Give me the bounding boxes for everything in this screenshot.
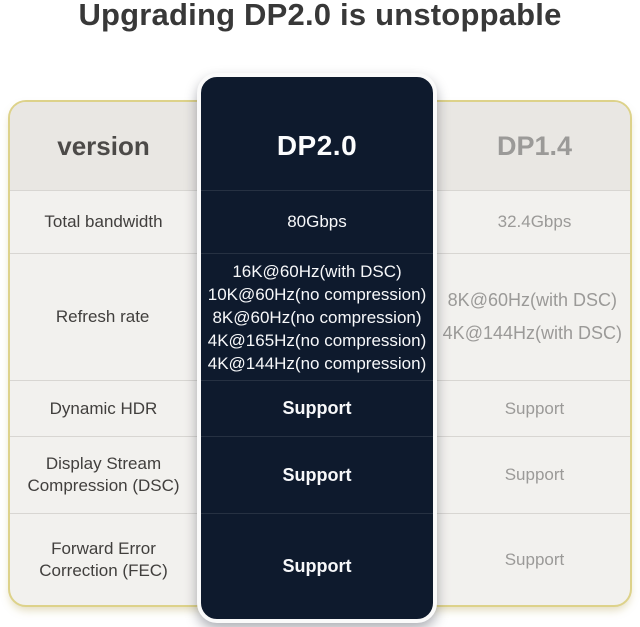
- page-title: Upgrading DP2.0 is unstoppable: [78, 0, 562, 32]
- dp20-value-line: 10K@60Hz(no compression): [207, 284, 427, 304]
- dp20-cell-total-bandwidth: 80Gbps: [201, 190, 433, 253]
- feature-cell: Refresh rate: [10, 254, 195, 380]
- dp20-value-line: 4K@165Hz(no compression): [207, 330, 427, 350]
- table-row-dynamic-hdr: Dynamic HDR Support: [10, 380, 630, 436]
- dp14-value: Support: [504, 465, 565, 484]
- dp20-value-line: 8K@60Hz(no compression): [212, 307, 422, 327]
- dp20-cell-dsc: Support: [201, 436, 433, 513]
- dp14-cell: 8K@60Hz(with DSC) 4K@144Hz(with DSC): [435, 254, 630, 380]
- table-row-refresh-rate: Refresh rate 8K@60Hz(with DSC) 4K@144Hz(…: [10, 253, 630, 380]
- dp20-value: Support: [282, 398, 352, 418]
- feature-cell: Total bandwidth: [10, 191, 197, 253]
- dp14-column-header: DP1.4: [496, 130, 573, 161]
- dp14-column-header-cell: DP1.4: [439, 102, 630, 190]
- dp14-value: Support: [504, 549, 565, 569]
- dp14-cell: Support: [439, 381, 630, 436]
- feature-label: Forward Error Correction (FEC): [39, 538, 168, 580]
- dp20-value: Support: [282, 464, 352, 485]
- dp14-value-line: 8K@60Hz(with DSC): [447, 290, 617, 310]
- dp20-cell-dynamic-hdr: Support: [201, 380, 433, 436]
- dp20-column-top-cap: [201, 77, 433, 102]
- dp20-value: 80Gbps: [287, 212, 347, 231]
- feature-cell: Dynamic HDR: [10, 381, 197, 436]
- dp20-highlight-column: DP2.0 80Gbps 16K@60Hz(with DSC) 10K@60Hz…: [197, 73, 437, 623]
- dp14-value: 32.4Gbps: [497, 212, 572, 231]
- feature-label: Total bandwidth: [44, 212, 163, 231]
- dp20-cell-fec: Support: [201, 513, 433, 619]
- feature-label: Dynamic HDR: [49, 398, 158, 418]
- dp20-value-line: 16K@60Hz(with DSC): [232, 261, 402, 281]
- version-column-header: version: [57, 131, 150, 161]
- dp20-header-cell: DP2.0: [201, 102, 433, 190]
- dp14-value-line: 4K@144Hz(with DSC): [442, 323, 622, 343]
- feature-label: Refresh rate: [55, 307, 150, 326]
- feature-cell: Display Stream Compression (DSC): [10, 437, 197, 513]
- dp14-cell: 32.4Gbps: [439, 191, 630, 253]
- feature-cell: Forward Error Correction (FEC): [10, 514, 197, 605]
- feature-label: Display Stream Compression (DSC): [27, 454, 180, 495]
- dp20-value: Support: [282, 556, 352, 576]
- dp14-cell: Support: [439, 514, 630, 605]
- dp14-value: Support: [504, 398, 565, 418]
- version-column-header-cell: version: [10, 102, 197, 190]
- dp20-value-line: 4K@144Hz(no compression): [207, 353, 427, 373]
- dp20-cell-refresh-rate: 16K@60Hz(with DSC) 10K@60Hz(no compressi…: [201, 253, 433, 380]
- dp14-cell: Support: [439, 437, 630, 513]
- dp20-column-header: DP2.0: [276, 130, 358, 161]
